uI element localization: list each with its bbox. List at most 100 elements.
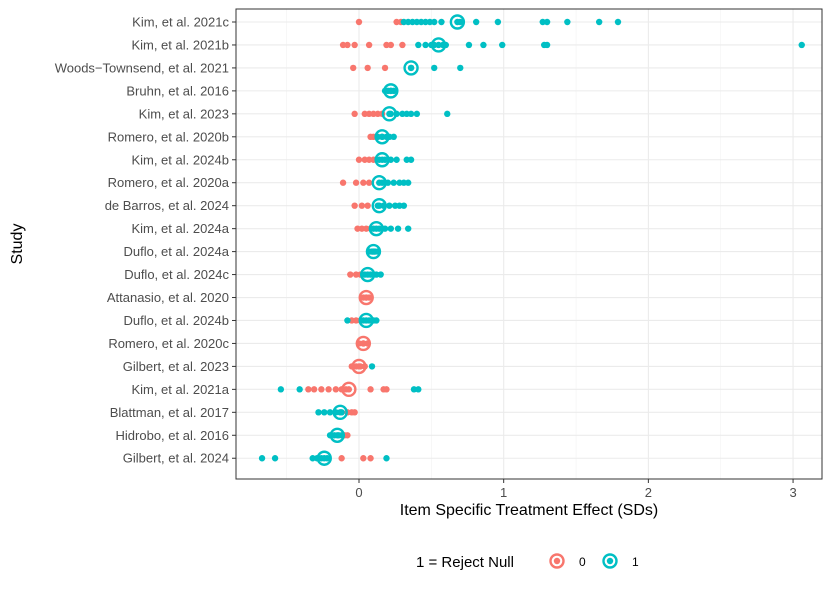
- item-point-1: [431, 64, 438, 72]
- item-point-1: [394, 225, 402, 232]
- item-point-1: [377, 271, 384, 278]
- y-tick-label: Bruhn, et al. 2016: [126, 83, 229, 98]
- y-tick-label: Romero, et al. 2020b: [108, 129, 229, 144]
- item-point-1: [413, 110, 421, 118]
- item-point-1: [258, 455, 266, 462]
- study-mean-point: [407, 64, 415, 72]
- item-point-1: [438, 18, 445, 26]
- study-mean-point: [363, 294, 370, 301]
- legend-key-ring: [602, 553, 618, 569]
- item-point-1: [407, 156, 415, 163]
- item-point-1: [499, 41, 506, 49]
- study-mean-point: [386, 110, 393, 118]
- item-point-0: [332, 386, 340, 393]
- y-tick-label: Gilbert, et al. 2024: [123, 451, 229, 466]
- study-mean-point: [345, 386, 353, 393]
- y-tick-label: Hidrobo, et al. 2016: [116, 428, 229, 443]
- study-mean-point: [373, 225, 380, 232]
- item-point-1: [400, 202, 408, 209]
- item-point-1: [386, 202, 393, 209]
- study-mean-ring: [371, 197, 387, 214]
- item-point-0: [355, 18, 363, 26]
- study-mean-point: [378, 156, 386, 163]
- panel-border: [235, 8, 823, 480]
- study-mean-ring: [374, 152, 390, 168]
- item-point-0: [360, 455, 367, 462]
- item-point-0: [399, 41, 406, 49]
- legend-title: 1 = Reject Null: [416, 554, 514, 571]
- legend-key-point: [606, 557, 614, 565]
- x-axis-title: Item Specific Treatment Effect (SDs): [400, 502, 658, 519]
- item-point-1: [472, 18, 480, 26]
- y-tick-label: Attanasio, et al. 2020: [107, 290, 229, 305]
- legend-key-point: [553, 557, 561, 565]
- y-tick-label: Kim, et al. 2024a: [131, 221, 229, 236]
- y-tick-label: Kim, et al. 2021c: [132, 15, 229, 30]
- item-point-0: [344, 41, 351, 49]
- study-mean-ring: [449, 14, 466, 30]
- item-point-1: [373, 317, 380, 324]
- item-point-0: [339, 179, 347, 186]
- item-point-1: [564, 18, 571, 26]
- study-mean-ring: [403, 60, 419, 76]
- item-point-0: [367, 455, 374, 462]
- item-point-0: [364, 64, 371, 72]
- item-point-0: [358, 202, 366, 209]
- legend-label: 1: [632, 555, 639, 569]
- item-point-0: [310, 386, 318, 393]
- x-axis: 0 1 2 3: [355, 479, 797, 500]
- study-mean-ring: [351, 358, 367, 375]
- study-mean-point: [334, 432, 341, 439]
- study-mean-ring: [368, 220, 385, 237]
- y-tick-label: Kim, et al. 2021a: [131, 382, 229, 397]
- study-mean-ring: [332, 404, 348, 421]
- study-mean-point: [387, 87, 395, 95]
- item-point-1: [393, 156, 400, 163]
- study-mean-point: [370, 248, 377, 255]
- item-point-0: [367, 386, 374, 393]
- y-tick-label: Woods−Townsend, et al. 2021: [55, 60, 229, 75]
- y-axis-title: Study: [9, 224, 26, 265]
- item-point-0: [325, 386, 332, 393]
- item-point-1: [415, 386, 422, 393]
- item-point-0: [365, 41, 373, 49]
- item-point-1: [444, 110, 451, 118]
- item-point-1: [404, 179, 412, 186]
- study-mean-ring: [341, 381, 357, 398]
- item-point-1: [494, 18, 502, 26]
- y-tick-label: Duflo, et al. 2024b: [123, 313, 229, 328]
- item-point-1: [480, 41, 487, 49]
- item-point-1: [543, 18, 551, 26]
- item-point-0: [338, 455, 345, 462]
- study-mean-point: [363, 317, 370, 324]
- study-mean-point: [321, 455, 328, 462]
- study-mean-point: [360, 340, 367, 347]
- y-tick-label: Kim, et al. 2024b: [131, 152, 229, 167]
- item-point-1: [465, 41, 473, 49]
- item-point-0: [305, 386, 312, 393]
- item-point-1: [368, 363, 376, 370]
- item-point-0: [360, 179, 367, 186]
- item-point-1: [321, 409, 328, 416]
- item-point-1: [404, 225, 412, 232]
- study-mean-ring: [355, 335, 372, 352]
- item-point-0: [383, 386, 390, 393]
- study-mean-ring: [430, 37, 447, 53]
- item-point-0: [365, 179, 373, 186]
- item-point-1: [390, 179, 397, 186]
- study-mean-point: [454, 18, 461, 26]
- item-point-1: [614, 18, 622, 26]
- study-mean-ring: [381, 106, 398, 122]
- x-tick-label: 0: [355, 485, 362, 500]
- study-mean-ring: [371, 175, 387, 191]
- y-tick-label: Kim, et al. 2021b: [131, 37, 229, 52]
- y-tick-label: Romero, et al. 2020a: [108, 175, 230, 190]
- item-point-1: [543, 41, 551, 49]
- study-mean-point: [376, 179, 383, 186]
- study-mean-point: [336, 409, 344, 416]
- item-point-1: [798, 41, 805, 49]
- study-mean-ring: [329, 427, 345, 443]
- y-tick-label: Kim, et al. 2023: [139, 106, 229, 121]
